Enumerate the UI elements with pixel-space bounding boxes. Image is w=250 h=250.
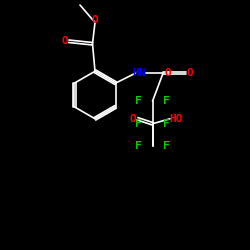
Text: O: O	[130, 114, 136, 124]
Text: O: O	[62, 36, 68, 46]
Text: F: F	[163, 96, 170, 106]
Text: HO: HO	[170, 114, 183, 124]
Text: O: O	[92, 15, 98, 25]
Text: HN: HN	[132, 68, 146, 78]
Text: F: F	[163, 141, 170, 151]
Text: F: F	[163, 119, 170, 129]
Text: F: F	[135, 96, 142, 106]
Text: O: O	[187, 68, 194, 78]
Text: O: O	[165, 68, 172, 78]
Text: F: F	[135, 119, 142, 129]
Text: F: F	[135, 141, 142, 151]
